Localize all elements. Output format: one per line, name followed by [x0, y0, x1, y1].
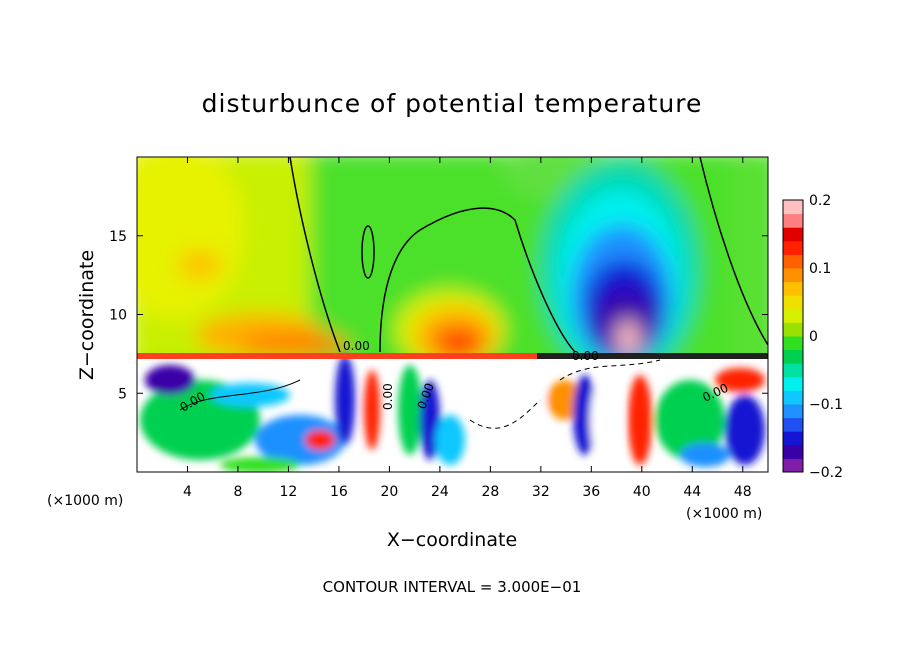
x-axis-label: X−coordinate	[387, 529, 517, 551]
colorbar-tick-label: −0.2	[809, 465, 843, 481]
colorbar-swatch	[783, 349, 803, 364]
contour-label: 0.00	[381, 383, 395, 410]
colorbar-swatch	[783, 268, 803, 283]
colorbar-swatch	[783, 458, 803, 473]
colorbar-swatch	[783, 227, 803, 242]
colorbar-swatch	[783, 390, 803, 405]
x-axis: 4 8 12 16 20 24 28 32 36 40 44 48	[183, 157, 752, 500]
contour-label: 0.00	[572, 349, 599, 363]
colorbar-tick-label: −0.1	[809, 397, 843, 413]
contour-interval-note: CONTOUR INTERVAL = 3.000E−01	[323, 578, 582, 596]
colorbar-tick-label: 0.2	[809, 193, 831, 209]
colorbar-swatch	[783, 213, 803, 228]
colorbar: 0.2 0.1 0 −0.1 −0.2	[782, 193, 843, 481]
x-tick-label: 32	[532, 484, 550, 500]
colorbar-swatch	[783, 281, 803, 296]
colorbar-tick-label: 0.1	[809, 261, 831, 277]
x-tick-label: 16	[330, 484, 348, 500]
y-axis: 5 10 15	[109, 229, 768, 402]
colorbar-frame	[782, 199, 804, 473]
colorbar-swatch	[783, 404, 803, 419]
colorbar-swatch	[783, 295, 803, 310]
x-unit-right: (×1000 m)	[686, 506, 762, 522]
x-tick-label: 12	[280, 484, 298, 500]
x-tick-label: 44	[683, 484, 701, 500]
x-tick-label: 8	[233, 484, 242, 500]
colorbar-swatch	[783, 200, 803, 215]
upper-field	[137, 157, 768, 472]
chart-title: disturbunce of potential temperature	[202, 89, 703, 118]
x-tick-label: 20	[380, 484, 398, 500]
colorbar-swatch	[783, 444, 803, 459]
colorbar-swatch	[783, 322, 803, 337]
x-tick-label: 28	[481, 484, 499, 500]
colorbar-swatch	[783, 376, 803, 391]
plot-area: 0.00 0.00 0.00 0.00 0.00 0.00	[137, 157, 768, 472]
colorbar-swatch	[783, 240, 803, 255]
y-tick-label: 15	[109, 229, 127, 245]
colorbar-swatch	[783, 308, 803, 323]
contour-label: 0.00	[343, 339, 370, 353]
colorbar-swatch	[783, 417, 803, 432]
colorbar-swatch	[783, 431, 803, 446]
colorbar-tick-label: 0	[809, 329, 818, 345]
colorbar-swatch	[783, 254, 803, 269]
x-tick-label: 4	[183, 484, 192, 500]
x-unit-left: (×1000 m)	[47, 493, 123, 509]
colorbar-swatch	[783, 363, 803, 378]
x-tick-label: 24	[431, 484, 449, 500]
contour-lines	[179, 157, 768, 429]
y-tick-label: 10	[109, 308, 127, 324]
x-tick-label: 48	[734, 484, 752, 500]
y-axis-label: Z−coordinate	[76, 250, 98, 380]
colorbar-swatch	[783, 336, 803, 351]
y-tick-label: 5	[118, 386, 127, 402]
x-tick-label: 40	[633, 484, 651, 500]
lower-field	[137, 353, 768, 472]
x-tick-label: 36	[582, 484, 600, 500]
